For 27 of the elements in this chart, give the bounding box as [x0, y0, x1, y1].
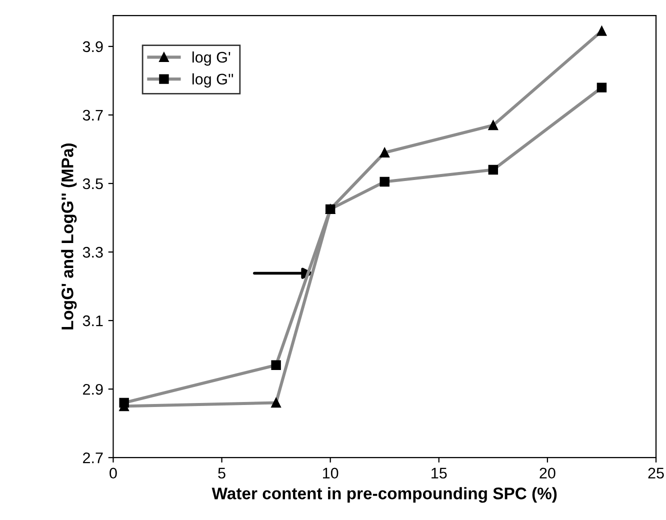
x-tick-label: 25: [648, 468, 664, 479]
point: [596, 82, 607, 92]
point: [119, 398, 129, 408]
y-tick-label: 2.7: [83, 452, 103, 464]
point: [596, 26, 607, 36]
y-tick-label: 3.5: [82, 178, 103, 190]
x-axis-title: Water content in pre-compounding SPC (%): [212, 487, 557, 503]
x-tick-label: 5: [218, 468, 226, 479]
point: [488, 120, 498, 130]
point: [380, 148, 390, 158]
point: [271, 398, 281, 408]
x-tick-label: 15: [432, 468, 447, 479]
point: [488, 164, 498, 175]
legend-label: log G': [192, 51, 230, 66]
x-tick-label: 0: [110, 468, 117, 479]
y-axis-title: LogG' and LogG'' (MPa): [61, 144, 77, 330]
point: [325, 204, 336, 214]
point: [380, 176, 390, 187]
legend-label: log G'': [192, 73, 234, 88]
y-tick-label: 3.3: [82, 246, 103, 258]
y-tick-label: 3.7: [82, 110, 103, 121]
point: [271, 360, 281, 370]
x-tick-label: 10: [323, 468, 338, 479]
x-tick-label: 20: [540, 468, 556, 479]
y-tick-label: 3.1: [82, 315, 103, 326]
y-tick-label: 2.9: [83, 384, 103, 395]
y-tick-label: 3.9: [82, 41, 103, 52]
